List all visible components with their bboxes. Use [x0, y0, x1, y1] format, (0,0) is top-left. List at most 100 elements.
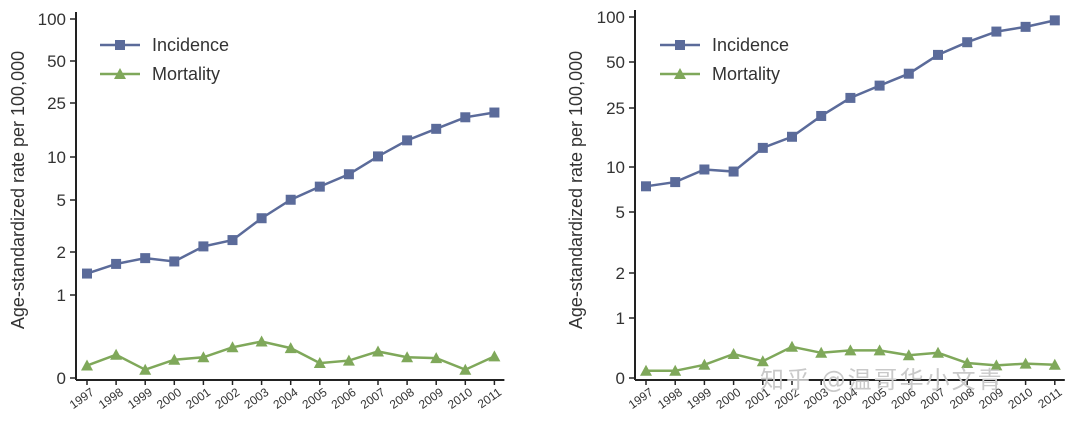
x-tick-label: 2000 [154, 385, 184, 412]
x-tick-label: 1997 [67, 385, 97, 412]
y-tick-label: 25 [47, 94, 66, 113]
legend-square-marker [115, 40, 125, 50]
y-tick-label: 0 [57, 369, 66, 388]
y-tick-label: 5 [57, 191, 66, 210]
mortality-point [1019, 357, 1032, 369]
x-tick-label: 2004 [271, 385, 301, 412]
mortality-point [401, 351, 414, 363]
y-tick-label: 100 [597, 8, 625, 27]
x-tick-label: 2003 [241, 385, 271, 412]
y-axis-label: Age-standardized rate per 100,000 [8, 51, 28, 329]
x-tick-label: 2010 [1005, 385, 1035, 412]
mortality-point [902, 349, 915, 361]
legend-label: Incidence [712, 35, 789, 55]
incidence-point [670, 177, 681, 188]
mortality-point [284, 342, 297, 354]
incidence-line [86, 111, 495, 275]
incidence-point [460, 112, 471, 123]
incidence-point [816, 110, 827, 121]
incidence-point [343, 169, 354, 180]
y-tick-label: 2 [57, 243, 66, 262]
incidence-point [787, 131, 797, 142]
right-chart: Age-standardized rate per 100,0000125102… [566, 8, 1065, 412]
y-tick-label: 10 [47, 148, 66, 167]
y-tick-label: 2 [616, 264, 625, 283]
incidence-point [1020, 21, 1031, 32]
left-chart: Age-standardized rate per 100,0000125102… [8, 10, 505, 412]
mortality-point [226, 341, 239, 353]
x-tick-label: 2001 [183, 385, 213, 412]
mortality-point [430, 352, 443, 364]
mortality-point [727, 348, 740, 359]
y-tick-label: 25 [606, 99, 625, 118]
legend-triangle-marker [674, 68, 686, 79]
y-tick-label: 50 [606, 53, 625, 72]
mortality-point [255, 335, 268, 347]
right-chart-panel: Age-standardized rate per 100,000 0 1 2 5 10 2… [540, 0, 1080, 421]
x-tick-label: 2009 [416, 385, 446, 412]
mortality-point [756, 355, 769, 367]
incidence-point [111, 258, 122, 269]
x-tick-label: 1998 [655, 385, 685, 412]
incidence-point [903, 68, 914, 79]
y-tick-label: 5 [616, 203, 625, 222]
mortality-point [1048, 358, 1061, 370]
incidence-point [431, 123, 442, 134]
mortality-point [81, 359, 93, 371]
x-tick-label: 2002 [212, 385, 242, 412]
left-chart-panel: Age-standardized rate per 100,000 0 1 2 5 10 2… [8, 10, 505, 412]
mortality-point [139, 363, 152, 375]
mortality-point [372, 345, 384, 357]
incidence-point [140, 253, 151, 264]
x-tick-label: 1997 [626, 385, 656, 412]
y-tick-label: 10 [606, 158, 625, 177]
x-tick-label: 2011 [475, 385, 504, 411]
mortality-point [990, 359, 1003, 371]
incidence-point [874, 80, 885, 91]
legend-square-marker [675, 40, 685, 50]
incidence-line [645, 19, 1056, 188]
y-tick-label: 100 [38, 10, 66, 29]
mortality-point [168, 353, 181, 365]
x-tick-label: 2008 [387, 385, 417, 412]
legend-label: Incidence [152, 35, 229, 55]
incidence-point [699, 164, 710, 175]
y-tick-label: 0 [616, 369, 625, 388]
incidence-point [198, 241, 209, 252]
legend-label: Mortality [152, 64, 220, 84]
incidence-point [285, 194, 296, 205]
x-tick-label: 1998 [96, 385, 126, 412]
x-tick-label: 2010 [445, 385, 475, 412]
x-tick-label: 2007 [358, 385, 388, 412]
legend-label: Mortality [712, 64, 780, 84]
incidence-point [933, 49, 943, 60]
mortality-point [640, 364, 652, 376]
mortality-point [961, 357, 974, 368]
mortality-point [459, 363, 472, 375]
mortality-point [669, 364, 682, 376]
mortality-point [313, 357, 326, 369]
mortality-point [786, 340, 798, 352]
incidence-point [227, 235, 238, 246]
incidence-point [256, 213, 267, 224]
incidence-point [641, 181, 651, 192]
incidence-point [845, 92, 856, 103]
x-tick-label: 2000 [713, 385, 743, 412]
mortality-point [342, 354, 355, 366]
y-axis-label: Age-standardized rate per 100,000 [566, 51, 586, 329]
x-tick-label: 1999 [684, 385, 714, 412]
incidence-point [962, 37, 973, 48]
legend-triangle-marker [114, 68, 126, 79]
x-tick-label: 2005 [300, 385, 330, 412]
mortality-point [698, 358, 711, 370]
incidence-point [314, 181, 325, 192]
incidence-point [169, 256, 180, 267]
x-tick-label: 1999 [125, 385, 155, 412]
incidence-point [757, 142, 768, 153]
mortality-point [873, 344, 886, 356]
y-tick-label: 50 [47, 52, 66, 71]
incidence-point [489, 107, 500, 118]
x-tick-label: 2006 [329, 385, 359, 412]
incidence-point [82, 268, 92, 279]
y-tick-label: 1 [616, 309, 625, 328]
